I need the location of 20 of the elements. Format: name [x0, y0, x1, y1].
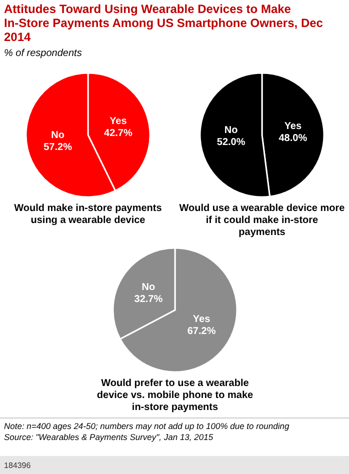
slice-label: No	[142, 282, 156, 293]
text: Would make in-store payments using a wearable device	[14, 203, 162, 226]
slice-label: No	[224, 124, 238, 136]
chart-subtitle: % of respondents	[4, 48, 82, 59]
chart-title: Attitudes Toward Using Wearable Devices to Make In-Store Payments Among US Smartphone Owners, Dec 2014	[4, 2, 324, 44]
source-note: Source: "Wearables & Payments Survey", Jan 13, 2015	[4, 432, 214, 442]
data-label: 42.7%	[104, 128, 132, 139]
slice-label: Yes	[110, 116, 128, 127]
data-label: 48.0%	[278, 133, 308, 144]
data-label: 52.0%	[216, 136, 246, 148]
text: 184396	[4, 461, 32, 470]
data-label: 67.2%	[187, 326, 216, 338]
text: Would use a wearable device more if it could make in-store payments	[179, 203, 346, 238]
slice-label: Yes	[192, 314, 211, 326]
data-label: 57.2%	[44, 142, 72, 154]
text: Would prefer to use a wearable device vs. mobile phone to make in-store payments	[96, 378, 254, 413]
data-label: 32.7%	[134, 294, 163, 305]
slice-label: No	[51, 130, 64, 142]
text: Note: n=400 ages 24-50; numbers may not add up to 100% due to rounding	[4, 421, 290, 431]
slice-label: Yes	[284, 121, 302, 132]
